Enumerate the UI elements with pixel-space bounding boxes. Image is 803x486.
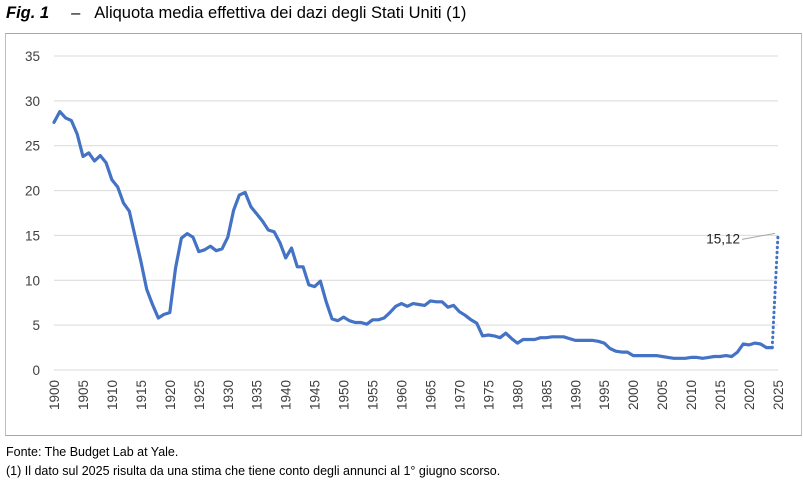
title-dash: – xyxy=(71,4,81,22)
annotation-leader xyxy=(741,232,776,240)
chart-title: Aliquota media effettiva dei dazi degli … xyxy=(94,4,467,22)
x-tick-label: 1955 xyxy=(366,380,381,410)
x-tick-label: 1980 xyxy=(510,380,525,410)
x-tick-label: 2020 xyxy=(742,380,757,410)
x-tick-label: 1930 xyxy=(221,380,236,410)
x-tick-label: 1925 xyxy=(192,380,207,410)
series-line xyxy=(52,109,774,360)
chart-frame: 0 5 10 15 20 25 30 35 1900 1905 1910 1915 1920 1925 19… xyxy=(5,33,802,436)
x-tick-label: 1900 xyxy=(47,380,62,410)
x-tick-label: 1950 xyxy=(337,380,352,410)
y-tick-label: 0 xyxy=(32,363,40,378)
source-note: Fonte: The Budget Lab at Yale. xyxy=(6,445,179,459)
x-tick-label: 1985 xyxy=(539,380,554,410)
x-tick-label: 1965 xyxy=(423,380,438,410)
x-tick-label: 1905 xyxy=(76,380,91,410)
x-tick-label: 1920 xyxy=(163,380,178,410)
figure-number: Fig. 1 xyxy=(6,4,50,22)
y-tick-label: 10 xyxy=(25,273,40,288)
x-tick-label: 2025 xyxy=(771,380,786,410)
footnote: (1) Il dato sul 2025 risulta da una stim… xyxy=(6,464,501,478)
x-tick-label: 1945 xyxy=(308,380,323,410)
y-tick-label: 20 xyxy=(25,184,40,199)
figure-title: Fig. 1 – Aliquota media effettiva dei dazi… xyxy=(6,4,466,28)
annotation-label: 15,12 xyxy=(706,231,740,246)
x-tick-label: 1940 xyxy=(279,380,294,410)
x-tick-label: 1915 xyxy=(134,380,149,410)
x-tick-label: 1975 xyxy=(481,380,496,410)
y-tick-label: 25 xyxy=(25,139,40,154)
x-tick-label: 1960 xyxy=(395,380,410,410)
x-tick-label: 2005 xyxy=(655,380,670,410)
y-tick-label: 15 xyxy=(25,228,40,243)
y-tick-label: 30 xyxy=(25,94,40,109)
series-line-estimate xyxy=(770,232,780,350)
x-tick-label: 2015 xyxy=(713,380,728,410)
x-tick-label: 2010 xyxy=(684,380,699,410)
x-tick-label: 1970 xyxy=(452,380,467,410)
x-tick-label: 1990 xyxy=(568,380,583,410)
y-tick-label: 5 xyxy=(32,318,40,333)
y-tick-label: 35 xyxy=(25,49,40,64)
x-tick-label: 1910 xyxy=(105,380,120,410)
x-tick-label: 2000 xyxy=(626,380,641,410)
x-tick-label: 1935 xyxy=(250,380,265,410)
x-tick-label: 1995 xyxy=(597,380,612,410)
